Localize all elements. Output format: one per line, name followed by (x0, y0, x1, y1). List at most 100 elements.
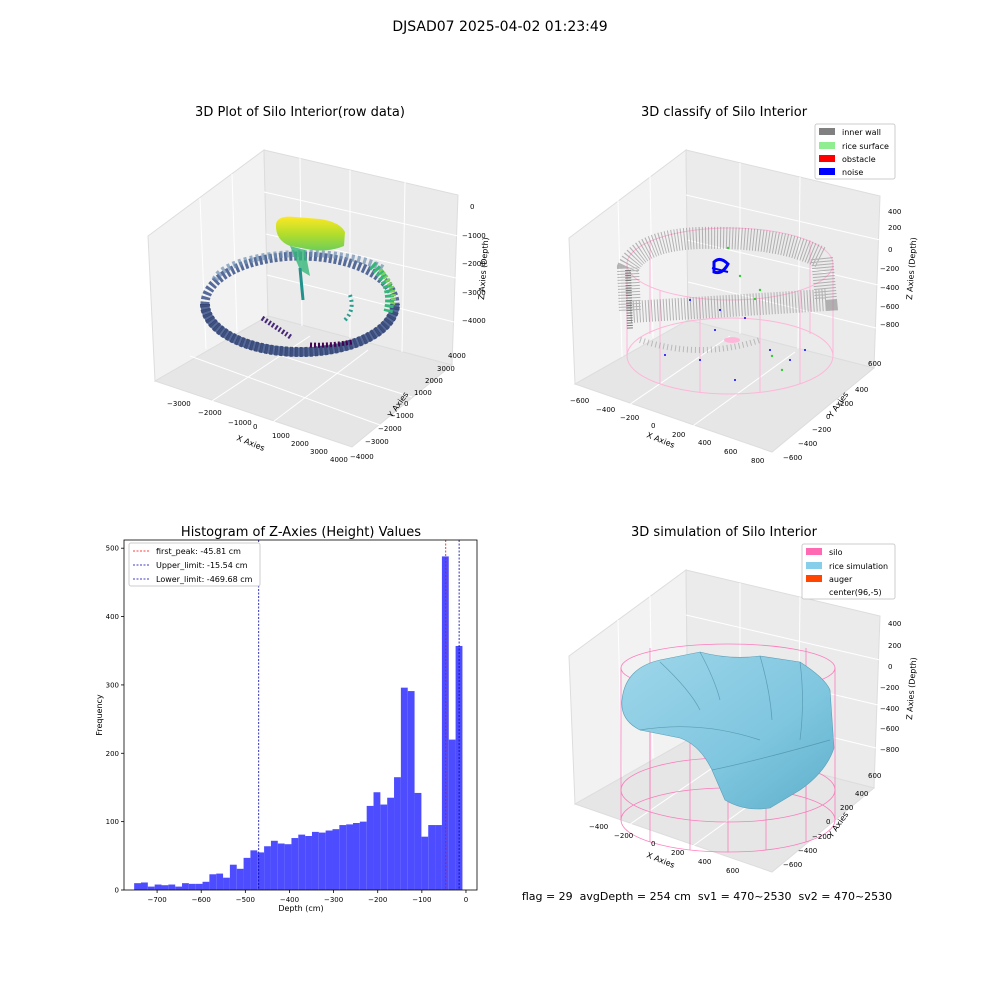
svg-text:−3000: −3000 (462, 289, 486, 297)
hist-bar (387, 797, 395, 890)
legend-inner-wall: inner wall (842, 128, 881, 137)
pane-floor (573, 319, 876, 453)
legend-swatch-noise (819, 168, 835, 175)
svg-text:−400: −400 (880, 705, 899, 713)
hist-bar (421, 836, 429, 890)
hist-x-label: Depth (cm) (278, 904, 323, 913)
hist-x-ticks: −700 −600 −500 −400 −300 −200 −100 0 (147, 890, 468, 904)
sim-x-ticks: −400 −200 0 200 400 600 (589, 823, 739, 875)
svg-text:−800: −800 (880, 746, 899, 754)
svg-text:−200: −200 (880, 684, 899, 692)
svg-text:800: 800 (751, 457, 764, 465)
hist-bar (229, 864, 237, 890)
legend-auger: auger (829, 575, 853, 584)
hist-bar (250, 850, 258, 890)
svg-text:3000: 3000 (310, 448, 328, 456)
svg-text:2000: 2000 (291, 440, 309, 448)
legend-swatch-obstacle (819, 155, 835, 162)
svg-text:0: 0 (404, 400, 408, 408)
svg-text:−4000: −4000 (350, 453, 374, 461)
svg-text:1000: 1000 (414, 389, 432, 397)
svg-text:−2000: −2000 (198, 409, 222, 417)
status-footer: flag = 29 avgDepth = 254 cm sv1 = 470~25… (522, 890, 892, 903)
hist-y-tick-label: 400 (106, 613, 119, 621)
svg-text:400: 400 (698, 439, 711, 447)
hist-bar (175, 886, 183, 890)
legend-swatch-silo (806, 548, 822, 555)
svg-text:0: 0 (470, 203, 474, 211)
hist-bar (346, 824, 354, 890)
svg-text:−200: −200 (812, 426, 831, 434)
svg-text:−1000: −1000 (228, 419, 252, 427)
svg-text:400: 400 (855, 790, 868, 798)
classify-legend: inner wall rice surface obstacle noise (814, 123, 896, 180)
legend-obstacle: obstacle (842, 155, 876, 164)
hist-bar (394, 777, 401, 890)
panel-raw-3d: 3D Plot of Silo Interior(row data) (147, 105, 490, 464)
panel-classify-3d: 3D classify of Silo Interior (568, 105, 918, 465)
legend-lower-limit: Lower_limit: -469.68 cm (156, 575, 253, 584)
svg-text:400: 400 (888, 208, 901, 216)
svg-text:0: 0 (888, 663, 892, 671)
panel-simulation-3d: 3D simulation of Silo Interior (568, 525, 918, 875)
sim-z-label: Z Axies (Depth) (905, 657, 918, 720)
hist-bar (202, 881, 210, 890)
hist-bar (298, 834, 306, 890)
svg-text:−400: −400 (798, 847, 817, 855)
hist-x-tick-label: −200 (368, 896, 387, 904)
legend-rice-surface: rice surface (842, 142, 889, 151)
hist-bar (154, 884, 162, 890)
hist-y-tick-label: 100 (106, 818, 119, 826)
svg-text:−800: −800 (880, 321, 899, 329)
classify-inner-wall-points (616, 226, 839, 353)
svg-text:−200: −200 (614, 832, 633, 840)
hist-bar (291, 838, 299, 890)
hist-bar (243, 857, 251, 890)
svg-text:0: 0 (826, 818, 830, 826)
hist-bar (332, 829, 340, 890)
svg-text:−600: −600 (880, 303, 899, 311)
raw-x-ticks: −3000 −2000 −1000 0 1000 2000 3000 4000 (167, 400, 348, 464)
hist-bar (134, 883, 141, 890)
classify-z-label: Z Axies (Depth) (905, 237, 918, 300)
hist-bar (339, 825, 347, 890)
hist-bar (359, 821, 367, 890)
svg-text:0: 0 (651, 422, 655, 430)
legend-swatch-inner-wall (819, 128, 835, 135)
hist-bar (441, 556, 449, 890)
svg-text:−600: −600 (880, 725, 899, 733)
hist-bar (318, 832, 326, 890)
hist-x-tick-label: −400 (280, 896, 299, 904)
raw-z-ticks: 0 −1000 −2000 −3000 −4000 (462, 203, 486, 325)
svg-text:400: 400 (698, 858, 711, 866)
svg-text:200: 200 (840, 400, 853, 408)
hist-bar (216, 873, 224, 890)
panel-classify-title: 3D classify of Silo Interior (641, 105, 808, 120)
legend-swatch-auger (806, 575, 822, 582)
hist-bar (448, 739, 456, 890)
hist-bar (161, 885, 169, 890)
svg-text:1000: 1000 (272, 432, 290, 440)
hist-x-tick-label: −700 (147, 896, 166, 904)
hist-x-tick-label: −600 (192, 896, 211, 904)
svg-text:−600: −600 (570, 397, 589, 405)
hist-bar (195, 883, 203, 890)
legend-silo: silo (829, 548, 843, 557)
svg-text:2000: 2000 (425, 377, 443, 385)
svg-text:−200: −200 (812, 833, 831, 841)
raw-y-ticks: 4000 3000 2000 1000 0 −1000 −2000 −3000 … (350, 352, 466, 461)
svg-text:−200: −200 (620, 414, 639, 422)
hist-x-tick-label: 0 (464, 896, 468, 904)
hist-y-tick-label: 500 (106, 545, 119, 553)
hist-bar (284, 844, 292, 890)
hist-bar (428, 825, 436, 890)
hist-title: Histogram of Z-Axies (Height) Values (181, 525, 421, 540)
svg-text:−400: −400 (880, 284, 899, 292)
svg-text:−400: −400 (589, 823, 608, 831)
svg-text:−4000: −4000 (462, 317, 486, 325)
hist-bar (305, 835, 312, 890)
svg-text:−1000: −1000 (390, 412, 414, 420)
hist-bar (264, 846, 271, 890)
hist-bar (414, 792, 422, 890)
